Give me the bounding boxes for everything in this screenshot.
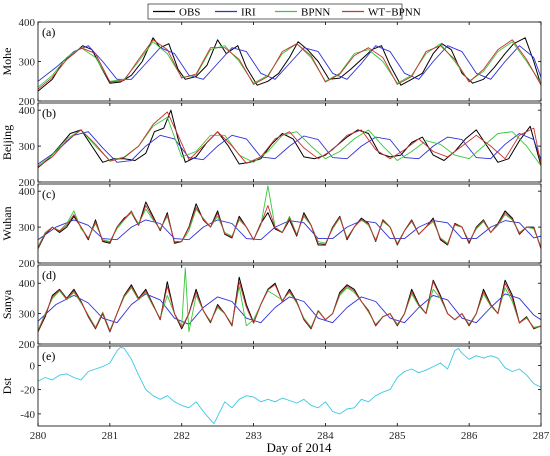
series-line-beijing-iri (38, 131, 541, 165)
panel-beijing: 200 300 400 (b) Beijing (0, 102, 542, 189)
y-tick-label: 400 (19, 105, 36, 117)
panel-beijing-frame (37, 102, 542, 183)
legend: OBS IRI BPNN WT−BPNN (147, 3, 421, 20)
panel-letter: (a) (42, 25, 55, 39)
y-axis-label: Wuhan (0, 206, 14, 240)
y-axis-label: Sanya (0, 289, 14, 319)
x-tick-label: 282 (173, 430, 190, 442)
series-line-beijing-wt-bpnn (38, 111, 541, 168)
x-tick-label: 285 (389, 430, 406, 442)
panels: 200 300 400 (a) Mohe 200 300 400 (b) Beijing 200 30… (0, 17, 542, 427)
x-tick-label: 281 (102, 430, 119, 442)
y-tick-label: -40 (20, 409, 35, 421)
y-tick-label: 300 (19, 141, 36, 153)
x-tick-label: 283 (245, 430, 262, 442)
y-tick-label: 0 (30, 360, 36, 372)
panel-sanya: 200 300 400 (d) Sanya (0, 264, 542, 351)
panel-dst: -40 -20 0 (e) Dst (0, 345, 542, 427)
panel-letter: (c) (42, 187, 55, 201)
panel-mohe: 200 300 400 (a) Mohe (0, 17, 542, 108)
panel-wuhan: 200 300 400 (c) Wuhan (0, 183, 542, 270)
legend-label: WT−BPNN (368, 7, 421, 19)
y-tick-label: 200 (19, 177, 36, 189)
series-line-mohe-iri (38, 45, 541, 82)
x-axis-label: Day of 2014 (267, 440, 332, 455)
y-tick-label: 400 (19, 17, 36, 29)
legend-label: IRI (241, 7, 256, 19)
y-tick-label: 200 (19, 96, 36, 108)
x-tick-label: 284 (317, 430, 334, 442)
x-tick-label: 286 (461, 430, 478, 442)
y-tick-label: 400 (19, 186, 36, 198)
panel-letter: (d) (42, 268, 56, 282)
y-tick-label: 300 (19, 57, 36, 69)
series-line-mohe-wt-bpnn (38, 39, 541, 90)
panel-dst-lines (38, 346, 541, 425)
y-axis-label: Beijing (0, 125, 14, 160)
panel-letter: (e) (42, 349, 55, 363)
legend-label: BPNN (301, 7, 330, 19)
panel-beijing-lines (38, 109, 541, 168)
panel-sanya-frame (37, 264, 542, 345)
y-axis-label: Dst (0, 377, 14, 394)
panel-letter: (b) (42, 106, 56, 120)
panel-wuhan-frame (37, 183, 542, 264)
y-tick-label: 200 (19, 258, 36, 270)
y-tick-label: 200 (19, 339, 36, 351)
series-line-sanya-wt-bpnn (38, 281, 541, 332)
panel-sanya-lines (38, 267, 541, 333)
series-line-wuhan-wt-bpnn (38, 205, 541, 249)
panel-mohe-lines (38, 37, 541, 92)
series-line-wuhan-bpnn (38, 185, 541, 248)
series-line-mohe-bpnn (38, 41, 541, 88)
y-tick-label: 400 (19, 278, 36, 290)
x-axis: 280 281 282 283 284 285 286 287 (30, 430, 550, 442)
panel-dst-frame (37, 345, 542, 427)
series-line-sanya-iri (38, 293, 541, 325)
y-tick-label: 300 (19, 309, 36, 321)
y-axis-label: Mohe (0, 48, 14, 76)
x-tick-label: 287 (533, 430, 550, 442)
y-tick-label: 300 (19, 222, 36, 234)
panel-wuhan-lines (38, 185, 541, 249)
series-line-wuhan-iri (38, 219, 541, 241)
series-line-beijing-bpnn (38, 116, 541, 167)
series-line-dst-dst (38, 346, 541, 425)
legend-label: OBS (179, 7, 200, 19)
y-tick-label: -20 (20, 385, 35, 397)
x-tick-label: 280 (30, 430, 47, 442)
